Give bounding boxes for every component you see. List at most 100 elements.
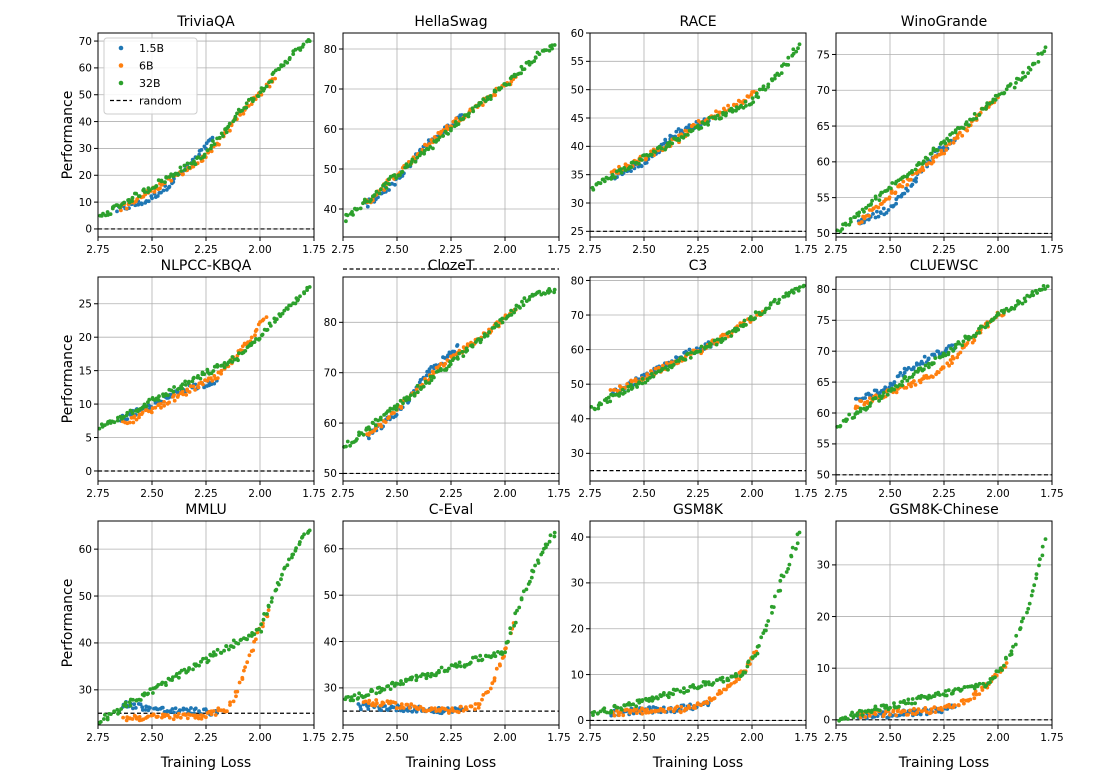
data-point-32b	[696, 123, 700, 128]
data-point-1.5b	[629, 169, 633, 174]
x-tick-label: 2.50	[385, 244, 408, 256]
data-point-6b	[980, 688, 985, 692]
data-point-32b	[171, 675, 175, 679]
y-tick-label: 50	[324, 164, 337, 176]
data-point-6b	[204, 715, 208, 720]
data-point-32b	[548, 289, 553, 293]
data-point-6b	[134, 417, 139, 422]
data-point-6b	[893, 190, 898, 195]
data-point-6b	[273, 76, 277, 81]
y-tick-label: 30	[324, 683, 337, 695]
data-point-32b	[540, 550, 545, 555]
data-point-32b	[777, 73, 781, 77]
data-point-32b	[699, 684, 704, 689]
data-point-6b	[965, 128, 970, 133]
data-point-6b	[941, 365, 946, 369]
data-point-32b	[415, 383, 420, 388]
y-tick-label: 30	[79, 685, 92, 697]
data-point-32b	[352, 693, 357, 698]
data-point-6b	[921, 168, 926, 173]
data-point-32b	[1011, 644, 1015, 649]
data-point-6b	[645, 372, 650, 376]
data-point-32b	[637, 161, 641, 166]
data-point-6b	[443, 707, 448, 712]
data-point-32b	[848, 217, 853, 221]
data-point-32b	[605, 710, 609, 715]
data-point-32b	[128, 703, 133, 708]
data-point-32b	[361, 432, 366, 437]
data-point-32b	[960, 343, 965, 348]
data-point-6b	[130, 717, 135, 721]
data-point-32b	[206, 658, 211, 663]
data-point-6b	[444, 124, 449, 128]
y-tick-label: 30	[817, 560, 830, 572]
data-point-32b	[346, 695, 351, 699]
data-point-32b	[626, 388, 631, 393]
data-point-32b	[786, 567, 790, 571]
data-point-32b	[970, 684, 974, 689]
data-point-32b	[1002, 310, 1006, 315]
data-point-6b	[932, 705, 937, 710]
data-point-32b	[926, 361, 931, 366]
data-point-32b	[766, 82, 771, 87]
data-point-32b	[166, 393, 170, 398]
data-point-32b	[470, 343, 475, 348]
data-point-1.5b	[155, 194, 160, 198]
data-point-32b	[726, 678, 731, 683]
data-point-32b	[764, 623, 769, 628]
data-point-32b	[245, 637, 250, 642]
data-point-6b	[196, 714, 200, 718]
data-point-6b	[159, 183, 164, 187]
data-point-32b	[1026, 606, 1031, 611]
data-point-32b	[1025, 610, 1029, 615]
data-point-32b	[1043, 287, 1047, 291]
data-point-32b	[686, 689, 691, 693]
data-point-32b	[917, 161, 921, 165]
data-point-32b	[533, 563, 537, 568]
x-tick-label: 2.50	[385, 732, 408, 744]
data-point-32b	[414, 678, 419, 683]
data-point-32b	[993, 675, 997, 680]
x-tick-label: 2.50	[385, 488, 408, 500]
data-point-32b	[552, 534, 557, 539]
data-point-1.5b	[401, 709, 406, 714]
data-point-32b	[608, 399, 613, 404]
y-tick-label: 60	[571, 344, 584, 356]
data-point-6b	[476, 705, 481, 710]
data-point-32b	[662, 691, 666, 695]
x-tick-label: 2.75	[331, 732, 354, 744]
data-point-32b	[977, 330, 982, 335]
data-point-6b	[916, 707, 921, 712]
data-point-32b	[1021, 70, 1025, 75]
data-point-32b	[424, 381, 428, 385]
data-point-6b	[669, 360, 674, 365]
data-point-32b	[757, 87, 762, 92]
data-point-32b	[183, 167, 187, 172]
data-point-32b	[298, 294, 302, 299]
data-point-32b	[439, 368, 443, 373]
data-point-32b	[182, 667, 187, 672]
data-point-32b	[485, 333, 490, 338]
data-point-32b	[348, 698, 353, 703]
data-point-32b	[1018, 626, 1023, 630]
data-point-32b	[954, 342, 958, 347]
data-point-6b	[387, 415, 391, 420]
data-point-32b	[892, 387, 896, 392]
data-point-32b	[734, 673, 739, 678]
data-point-32b	[444, 366, 449, 371]
panel-triviaqa: 2.75 2.50 2.25 2.00 1.75 0 10 20 30 40 50 60 70 Trivi…	[79, 14, 326, 256]
data-point-32b	[418, 151, 423, 156]
data-point-32b	[1034, 576, 1039, 581]
data-point-32b	[137, 194, 142, 199]
data-point-32b	[789, 554, 794, 559]
data-point-32b	[307, 285, 312, 289]
x-tick-label: 2.00	[986, 244, 1009, 256]
data-point-6b	[134, 715, 139, 719]
data-point-1.5b	[944, 346, 949, 351]
data-point-32b	[911, 372, 916, 377]
data-point-32b	[721, 679, 726, 684]
data-point-1.5b	[936, 349, 941, 354]
data-point-32b	[224, 130, 229, 135]
data-point-32b	[670, 141, 675, 146]
data-point-32b	[885, 188, 890, 193]
